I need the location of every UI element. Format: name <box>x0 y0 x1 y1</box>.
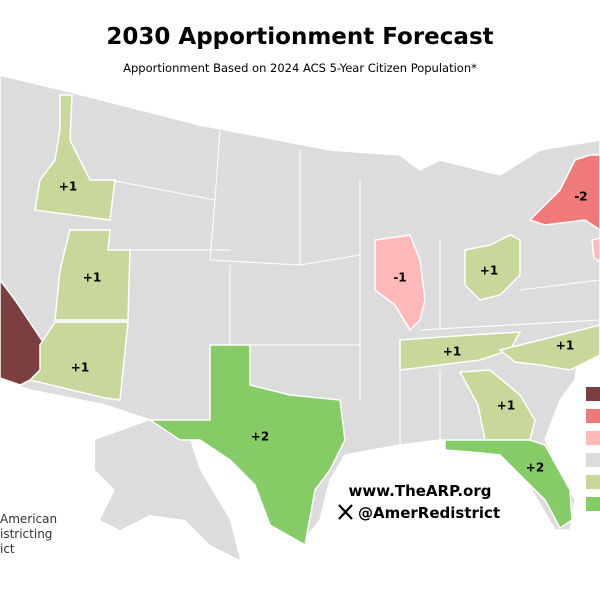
state-label: +2 <box>251 430 269 444</box>
state <box>374 234 426 332</box>
legend-swatch <box>586 453 600 467</box>
logo-text: American <box>0 512 57 526</box>
legend-swatch <box>586 497 600 511</box>
logo-text: istricting <box>0 527 52 541</box>
website: www.TheARP.org <box>349 482 492 500</box>
alaska <box>95 420 240 560</box>
state <box>147 344 346 547</box>
legend <box>586 387 600 511</box>
legend-swatch <box>586 409 600 423</box>
state-label: -2 <box>574 190 587 204</box>
state <box>458 369 536 441</box>
state <box>498 324 600 371</box>
state-label: +1 <box>556 339 574 353</box>
state-label: +1 <box>59 180 77 194</box>
state <box>28 321 129 401</box>
title: 2030 Apportionment Forecast <box>106 24 493 50</box>
handle: @AmerRedistrict <box>358 504 500 522</box>
state-label: -1 <box>393 271 406 285</box>
state <box>34 94 116 221</box>
subtitle: Apportionment Based on 2024 ACS 5-Year C… <box>123 61 477 75</box>
legend-swatch <box>586 475 600 489</box>
state <box>591 237 600 263</box>
state-label: +1 <box>71 361 89 375</box>
state-label: +2 <box>526 461 544 475</box>
x-logo <box>338 504 353 520</box>
state <box>54 229 131 321</box>
legend-swatch <box>586 431 600 445</box>
state-label: +1 <box>480 264 498 278</box>
state <box>444 439 573 530</box>
state-label: +1 <box>497 399 515 413</box>
logo-text: ict <box>0 542 15 556</box>
state <box>528 154 600 231</box>
legend-swatch <box>586 387 600 401</box>
state <box>464 234 521 301</box>
state-label: +1 <box>443 345 461 359</box>
state-label: +1 <box>83 271 101 285</box>
